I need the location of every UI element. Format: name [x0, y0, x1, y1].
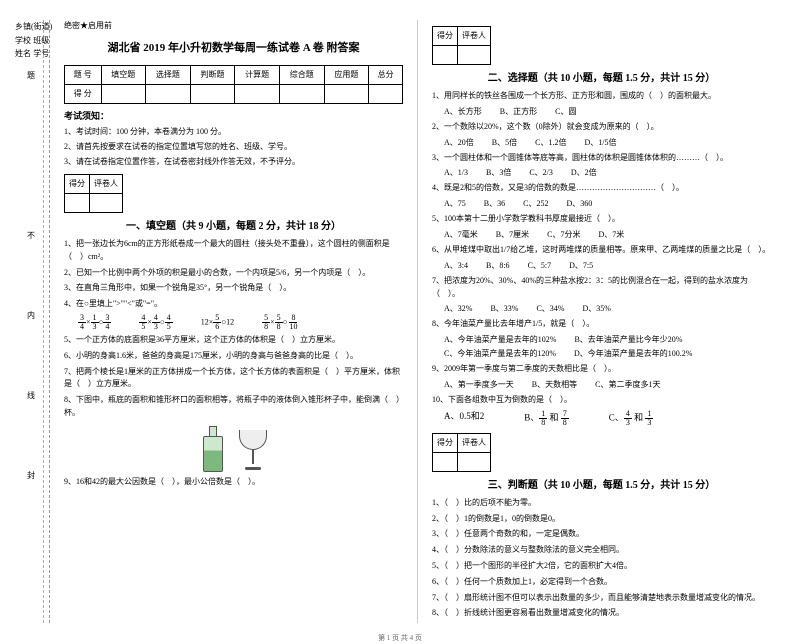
s2q1: 1、用同样长的铁丝各围成一个长方形、正方形和圆，围成的（ ）的面积最大。 [432, 90, 771, 103]
section-3-title: 三、判断题（共 10 小题，每题 1.5 分，共计 15 分） [432, 478, 771, 493]
expr-3: 12×56○12 [201, 314, 234, 331]
th-7: 总分 [369, 65, 403, 84]
s2q3: 3、一个圆柱体和一个圆锥体等底等高，圆柱体的体积是圆锥体体积的………（ ）。 [432, 152, 771, 165]
notice-item: 3、请在试卷指定位置作答，在试卷密封线外作答无效，不予评分。 [64, 156, 403, 168]
s2q6: 6、从甲堆煤中取出1/7给乙堆，这时两堆煤的质量相等。原来甲、乙两堆煤的质量之比… [432, 244, 771, 257]
s2q7-opts: A、32% B、33% C、34% D、35% [444, 303, 771, 315]
s2q5-opts: A、7毫米 B、7厘米 C、7分米 D、7米 [444, 229, 771, 241]
q8: 8、下图中，瓶底的面积和锥形杯口的面积相等，将瓶子中的液体倒入锥形杯子中，能倒满… [64, 394, 403, 420]
seal-char-4: 题 [27, 70, 35, 82]
th-0: 题 号 [65, 65, 102, 84]
bottle-icon [199, 424, 227, 472]
th-1: 填空题 [101, 65, 146, 84]
th-4: 计算题 [235, 65, 280, 84]
binding-labels: 乡镇(街道) 学校 班级 姓名 学号 封 线 内 不 题 [15, 20, 50, 623]
seal-char-0: 封 [27, 470, 35, 482]
opt-a: A、A、0.5和20.5和2 [444, 410, 484, 427]
gradebox-score-2: 得分 [433, 27, 458, 46]
s3q1: 1、（ ）比的后项不能为零。 [432, 497, 771, 510]
section-1-title: 一、填空题（共 9 小题，每题 2 分，共计 18 分） [64, 219, 403, 234]
section-2-title: 二、选择题（共 10 小题，每题 1.5 分，共计 15 分） [432, 71, 771, 86]
gradebox-score: 得分 [65, 175, 90, 194]
cone-cup-icon [237, 424, 269, 472]
seal-char-1: 线 [27, 390, 35, 402]
s2q1-opts: A、长方形 B、正方形 C、圆 [444, 106, 771, 118]
s2q9: 9、2009年第一季度与第二季度的天数相比是（ ）。 [432, 363, 771, 376]
secret-mark: 绝密★启用前 [64, 20, 403, 32]
s2q9-opts: A、第一季度多一天 B、天数相等 C、第二季度多1天 [444, 379, 771, 391]
s2q8: 8、今年油菜产量比去年增产1/5，就是（ ）。 [432, 318, 771, 331]
q1: 1、把一张边长为6cm的正方形纸卷成一个最大的圆柱（接头处不重叠），这个圆柱的侧… [64, 238, 403, 264]
s2q2-opts: A、20倍 B、5倍 C、1.2倍 D、1/5倍 [444, 137, 771, 149]
s3q3: 3、（ ）任意两个奇数的和，一定是偶数。 [432, 528, 771, 541]
seal-char-3: 不 [27, 230, 35, 242]
th-2: 选择题 [146, 65, 191, 84]
s2q8-opts: A、今年油菜产量是去年的102% B、去年油菜产量比今年少20% [444, 334, 771, 346]
s3q4: 4、（ ）分数除法的意义与整数除法的意义完全相同。 [432, 544, 771, 557]
binding-field-3: 姓名 [15, 49, 31, 58]
opt-b: B、18 和 78 [524, 410, 569, 427]
th-5: 综合题 [279, 65, 324, 84]
s2q4: 4、既是2和5的倍数，又是3的倍数的数是…………………………（ ）。 [432, 182, 771, 195]
binding-field-1: 学校 [15, 36, 31, 45]
th-3: 判断题 [190, 65, 235, 84]
left-column: 绝密★启用前 湖北省 2019 年小升初数学每周一练试卷 A 卷 附答案 题 号… [50, 20, 418, 623]
grade-box-wrap: 得分 评卷人 [64, 174, 403, 213]
s2q5: 5、100本第十二册小学数学教科书厚度最接近（ ）。 [432, 213, 771, 226]
s3q8: 8、（ ）折线统计图更容易看出数量增减变化的情况。 [432, 607, 771, 620]
expr-4: 58×58○810 [262, 314, 299, 331]
q6: 6、小明的身高1.6米，爸爸的身高是175厘米，小明的身高与爸爸身高的比是（ ）… [64, 350, 403, 363]
score-table: 题 号 填空题 选择题 判断题 计算题 综合题 应用题 总分 得 分 [64, 65, 403, 104]
bottle-cone-illustration [64, 424, 403, 472]
notice-item: 1、考试时间：100 分钟，本卷满分为 100 分。 [64, 126, 403, 138]
gradebox-reviewer-3: 评卷人 [458, 433, 491, 452]
page-footer: 第 1 页 共 4 页 [15, 633, 785, 644]
q3: 3、在直角三角形中，如果一个锐角是35°，另一个锐角是（ ）。 [64, 282, 403, 295]
s2q3-opts: A、1/3 B、3倍 C、2/3 D、2倍 [444, 167, 771, 179]
right-column: 得分 评卷人 二、选择题（共 10 小题，每题 1.5 分，共计 15 分） 1… [418, 20, 785, 623]
table-row: 得 分 [65, 84, 403, 103]
q5: 5、一个正方体的底面积是36平方厘米，这个正方体的体积是（ ）立方厘米。 [64, 334, 403, 347]
paper-title: 湖北省 2019 年小升初数学每周一练试卷 A 卷 附答案 [64, 40, 403, 57]
notice-item: 2、请首先按要求在试卷的指定位置填写您的姓名、班级、学号。 [64, 141, 403, 153]
s2q6-opts: A、3:4 B、8:6 C、5:7 D、7:5 [444, 260, 771, 272]
score-row-label: 得 分 [65, 84, 102, 103]
binding-field-0: 乡镇(街道) [15, 22, 52, 31]
q7: 7、把两个棱长是1厘米的正方体拼成一个长方体，这个长方体的表面积是（ ）平方厘米… [64, 366, 403, 392]
binding-field-2: 班级 [33, 36, 49, 45]
binding-field-4: 学号 [33, 49, 49, 58]
th-6: 应用题 [324, 65, 369, 84]
q9: 9、16和42的最大公因数是（ ），最小公倍数是（ ）。 [64, 476, 403, 489]
seal-char-2: 内 [27, 310, 35, 322]
s3q5: 5、（ ）把一个图形的半径扩大2倍，它的面积扩大4倍。 [432, 560, 771, 573]
s2q2: 2、一个数除以20%，这个数（0除外）就会变成为原来的（ ）。 [432, 121, 771, 134]
q2: 2、已知一个比例中两个外项的积是最小的合数，一个内项是5/6，另一个内项是（ ）… [64, 267, 403, 280]
s3q6: 6、（ ）任何一个质数加上1，必定得到一个合数。 [432, 576, 771, 589]
expr-2: 45×43○45 [139, 314, 172, 331]
s2q4-opts: A、75 B、36 C、252 D、360 [444, 198, 771, 210]
notice-heading: 考试须知： [64, 110, 403, 124]
s2q10-opts: A、A、0.5和20.5和2 B、18 和 78 C、43 和 13 [444, 410, 771, 427]
expr-1: 34×13○34 [78, 314, 111, 331]
binding-area: 乡镇(街道) 学校 班级 姓名 学号 封 线 内 不 题 [15, 20, 50, 623]
s2q7: 7、把浓度为20%、30%、40%的三种盐水按2：3：5的比例混合在一起，得到的… [432, 275, 771, 301]
s2q10: 10、下面各组数中互为倒数的是（ ）。 [432, 394, 771, 407]
table-row: 题 号 填空题 选择题 判断题 计算题 综合题 应用题 总分 [65, 65, 403, 84]
q4-expressions: 34×13○34 45×43○45 12×56○12 58×58○810 [78, 314, 403, 331]
opt-c: C、43 和 13 [609, 410, 654, 427]
gradebox-score-3: 得分 [433, 433, 458, 452]
s2q8-opts2: C、今年油菜产量是去年的120% D、今年油菜产量是去年的100.2% [444, 348, 771, 360]
s3q2: 2、（ ）1的倒数是1，0的倒数是0。 [432, 513, 771, 526]
s3q7: 7、（ ）扇形统计图不但可以表示出数量的多少，而且能够清楚地表示数量增减变化的情… [432, 592, 771, 605]
q4: 4、在○里填上">""<"或"="。 [64, 298, 403, 311]
gradebox-reviewer-2: 评卷人 [458, 27, 491, 46]
gradebox-reviewer: 评卷人 [90, 175, 123, 194]
